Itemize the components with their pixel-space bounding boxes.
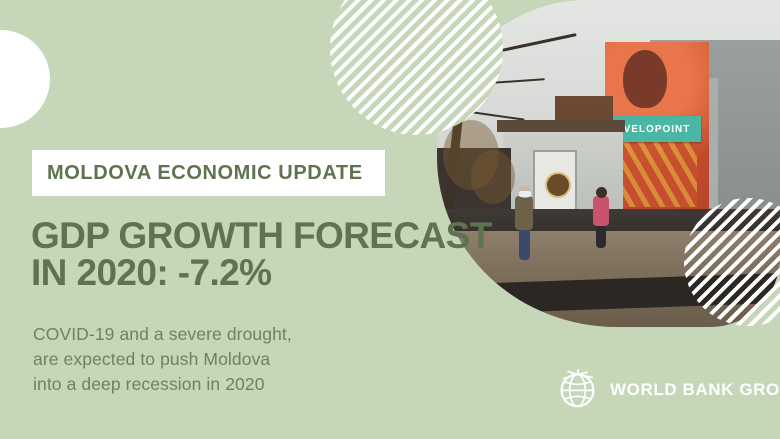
subtitle-line-1: COVID-19 and a severe drought, <box>33 324 292 344</box>
striped-circle-overlay-icon <box>684 198 780 326</box>
world-bank-logo-text: WORLD BANK GROUP <box>610 379 780 399</box>
kicker-label: MOLDOVA ECONOMIC UPDATE <box>47 161 363 184</box>
headline-line-1: GDP GROWTH FORECAST <box>31 215 492 256</box>
photo-awning <box>497 120 625 132</box>
photo-round-shop-sign <box>545 172 571 198</box>
photo-pedestrian-head <box>596 187 607 198</box>
photo-pedestrian-legs <box>596 224 606 248</box>
subtitle-line-3: into a deep recession in 2020 <box>33 373 265 394</box>
photo-tree-foliage <box>443 120 499 190</box>
photo-pedestrian-legs <box>519 228 530 260</box>
kicker-banner: MOLDOVA ECONOMIC UPDATE <box>32 150 385 196</box>
subtitle-line-2: are expected to push Moldova <box>33 348 271 369</box>
globe-icon <box>560 368 595 408</box>
world-bank-logo: WORLD BANK GROUP <box>556 368 780 411</box>
photo-storefront-sign-label: VELOPOINT <box>623 123 691 135</box>
striped-circle-top-icon <box>330 0 503 135</box>
photo-mural-figure <box>623 50 667 108</box>
photo-mural-pattern <box>615 133 697 207</box>
white-circle-icon <box>0 30 50 128</box>
subtitle: COVID-19 and a severe drought, are expec… <box>33 322 433 397</box>
photo-pedestrian-body <box>593 196 609 226</box>
photo-tree-foliage <box>471 150 515 204</box>
photo-pedestrian-body <box>515 196 533 230</box>
headline-line-2: IN 2020: -7.2% <box>31 251 272 293</box>
page-title: GDP GROWTH FORECAST IN 2020: -7.2% <box>31 215 492 293</box>
photo-pedestrian-face-mask <box>519 191 531 197</box>
photo-storefront-sign: VELOPOINT <box>613 116 701 142</box>
